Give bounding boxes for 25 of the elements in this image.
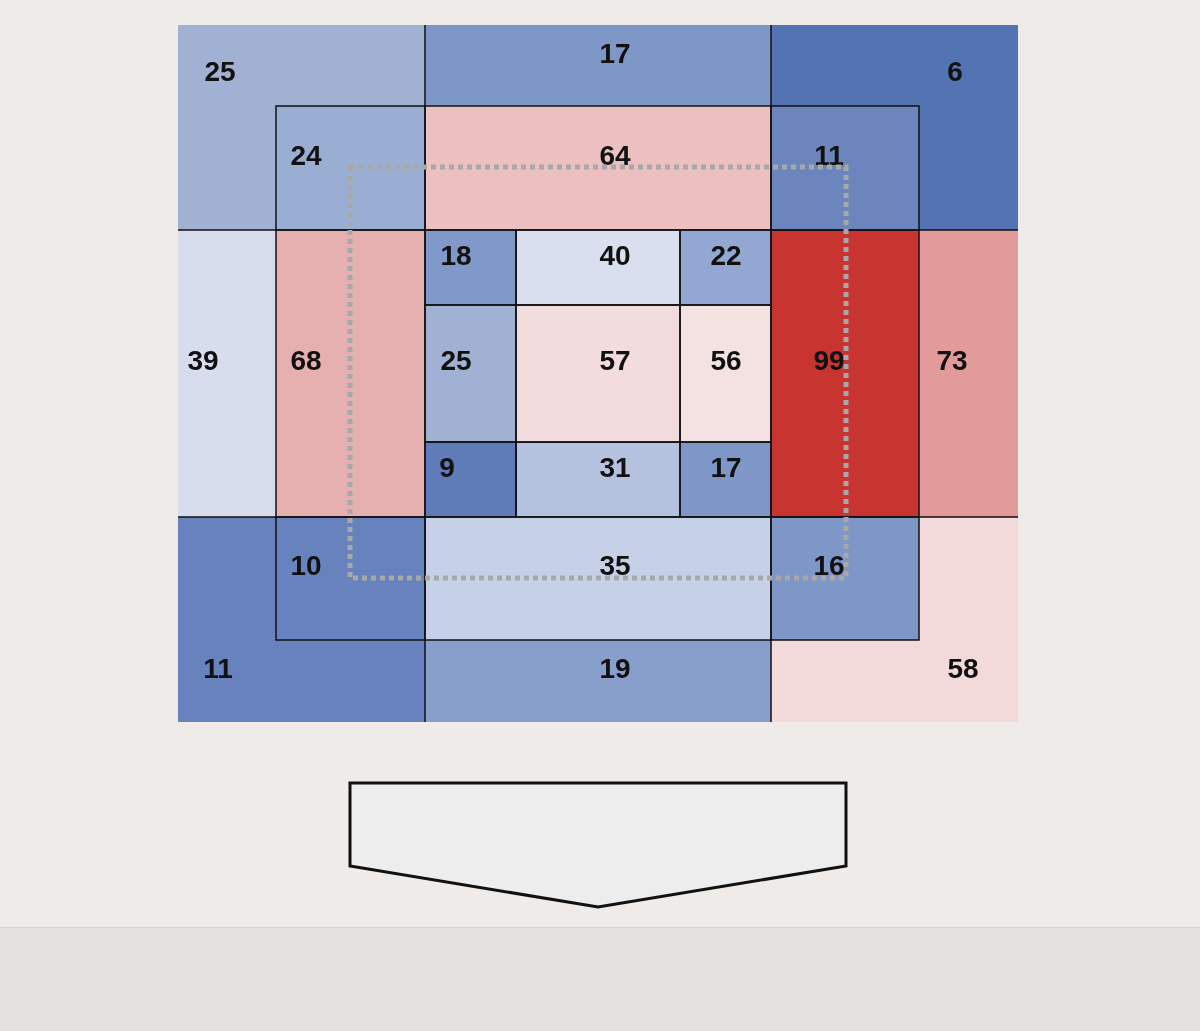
data-label: 57 — [599, 344, 631, 376]
data-label: 24 — [290, 139, 322, 171]
data-label: 31 — [599, 451, 631, 483]
data-label: 68 — [290, 344, 322, 376]
data-label: 58 — [947, 652, 979, 684]
data-label: 56 — [710, 344, 742, 376]
data-label: 11 — [203, 652, 233, 684]
data-label: 11 — [814, 139, 844, 171]
data-label: 22 — [710, 239, 742, 271]
data-label: 18 — [440, 239, 472, 271]
data-label: 17 — [599, 37, 631, 69]
data-label: 17 — [710, 451, 742, 483]
data-label: 64 — [599, 139, 631, 171]
data-label: 19 — [599, 652, 631, 684]
data-label: 39 — [187, 344, 219, 376]
data-label: 16 — [813, 549, 845, 581]
data-label: 99 — [813, 344, 845, 376]
data-label: 10 — [290, 549, 322, 581]
data-label: 6 — [947, 55, 963, 87]
data-label: 25 — [204, 55, 236, 87]
data-label: 73 — [936, 344, 968, 376]
data-label: 9 — [439, 451, 455, 483]
data-label: 35 — [599, 549, 631, 581]
data-label: 40 — [599, 239, 631, 271]
data-label: 25 — [440, 344, 472, 376]
